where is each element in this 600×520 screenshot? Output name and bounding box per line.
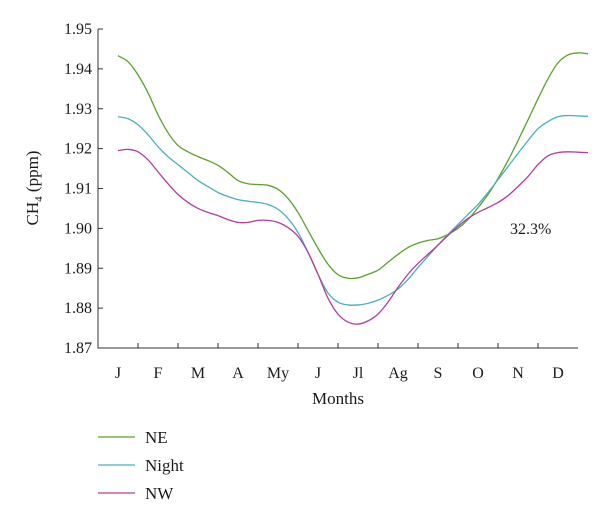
y-tick-label: 1.87 (64, 340, 92, 357)
y-axis-title-main: CH (23, 202, 42, 226)
y-axis-ticks: 1.87 1.88 1.89 1.90 1.91 1.92 1.93 1.94 1.95 (64, 21, 103, 357)
y-tick-label: 1.95 (64, 21, 92, 38)
x-tick-label: N (512, 365, 524, 382)
y-axis-title-subscript: 4 (33, 196, 45, 202)
y-tick-label: 1.94 (64, 61, 92, 78)
y-tick-label: 1.92 (64, 141, 92, 158)
legend-label-night: Night (145, 456, 184, 475)
y-tick-label: 1.89 (64, 260, 92, 277)
x-tick-label: My (267, 365, 289, 382)
x-tick-label: S (434, 365, 443, 382)
x-tick-label: F (154, 365, 163, 382)
y-tick-label: 1.91 (64, 181, 92, 198)
series-line-night (117, 114, 589, 306)
y-tick-label: 1.93 (64, 101, 92, 118)
x-tick-label: D (552, 365, 564, 382)
legend-label-ne: NE (145, 428, 168, 447)
x-tick-label: Jl (353, 365, 364, 382)
x-axis-title: Months (312, 389, 364, 408)
series-lines (117, 52, 589, 325)
x-tick-label: J (115, 365, 121, 382)
legend-label-nw: NW (145, 484, 174, 503)
series-line-ne (117, 52, 589, 280)
x-tick-label: Ag (388, 365, 408, 382)
annotation-label: 32.3% (510, 221, 551, 238)
y-tick-label: 1.90 (64, 220, 92, 237)
x-tick-label: J (315, 365, 321, 382)
x-axis-ticks: J F M A My J Jl Ag S O N D (115, 343, 564, 382)
x-tick-label: O (472, 365, 484, 382)
y-axis-title-unit: (ppm) (23, 151, 42, 197)
y-tick-label: 1.88 (64, 300, 92, 317)
x-tick-label: M (191, 365, 205, 382)
y-axis-title: CH4 (ppm) (23, 151, 45, 226)
x-tick-label: A (232, 365, 244, 382)
series-line-nw (117, 148, 589, 325)
legend: NE Night NW (98, 428, 184, 503)
